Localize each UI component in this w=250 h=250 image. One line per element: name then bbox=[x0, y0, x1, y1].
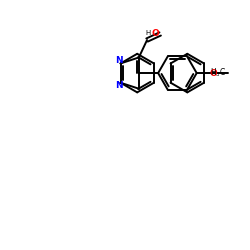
Text: O: O bbox=[209, 68, 217, 78]
Text: N: N bbox=[116, 56, 123, 66]
Text: N: N bbox=[116, 81, 123, 90]
Text: O: O bbox=[151, 30, 159, 38]
Text: H: H bbox=[146, 30, 151, 36]
Text: H$_3$C: H$_3$C bbox=[210, 67, 226, 79]
